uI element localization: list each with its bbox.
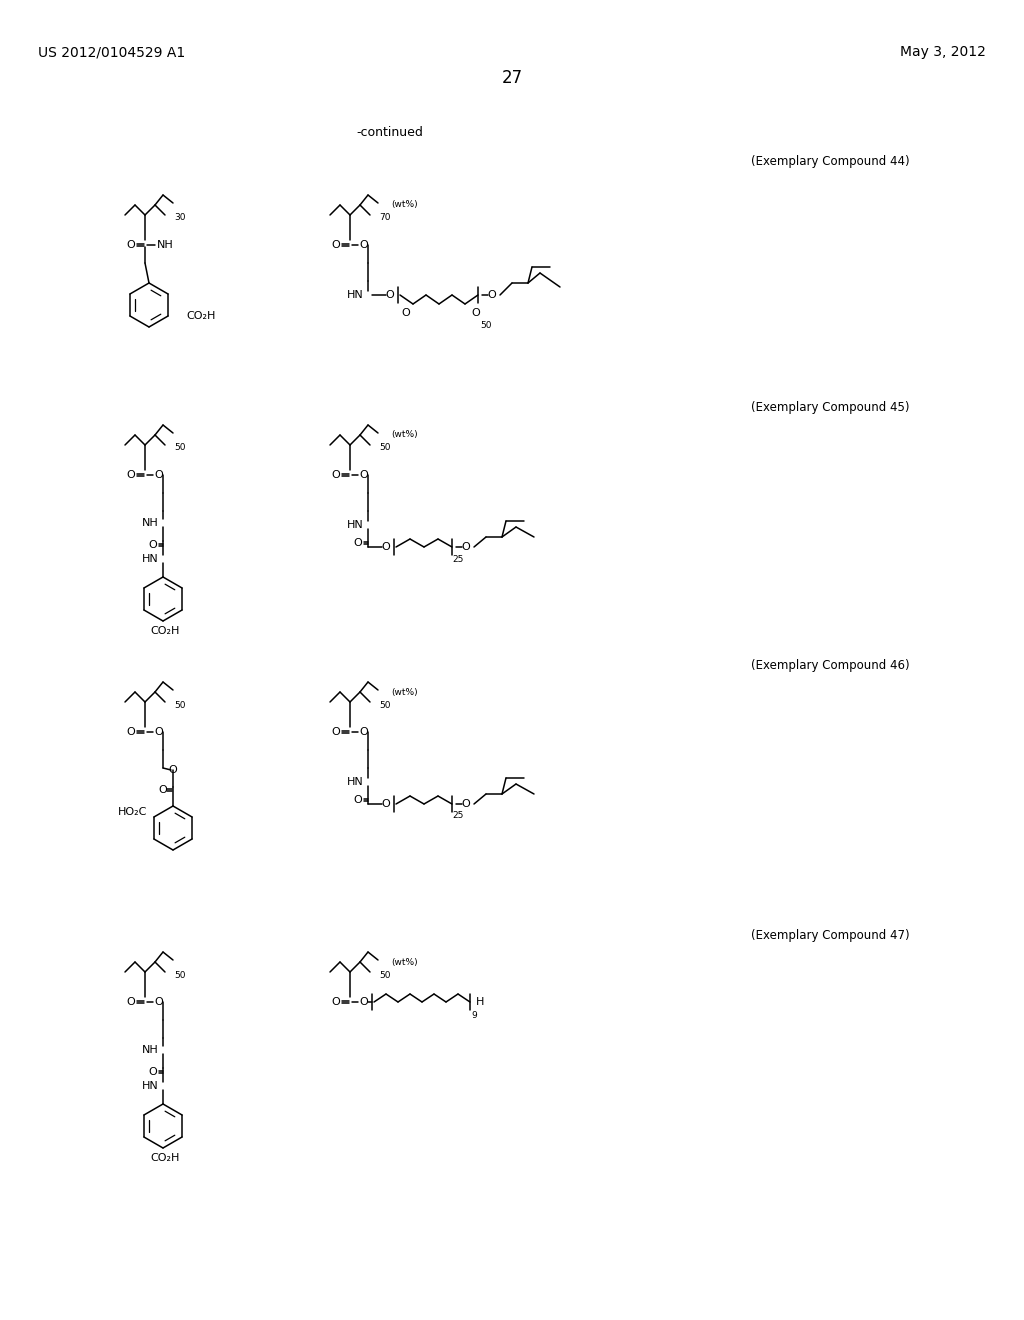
- Text: HN: HN: [347, 290, 364, 300]
- Text: O: O: [127, 240, 135, 249]
- Text: O: O: [332, 997, 340, 1007]
- Text: O: O: [353, 795, 362, 805]
- Text: 27: 27: [502, 69, 522, 87]
- Text: O: O: [127, 470, 135, 480]
- Text: 50: 50: [379, 970, 391, 979]
- Text: O: O: [472, 308, 480, 318]
- Text: -continued: -continued: [356, 125, 424, 139]
- Text: (wt%): (wt%): [392, 201, 419, 210]
- Text: (Exemplary Compound 46): (Exemplary Compound 46): [751, 659, 909, 672]
- Text: CO₂H: CO₂H: [151, 626, 179, 636]
- Text: 30: 30: [174, 214, 185, 223]
- Text: 50: 50: [174, 970, 185, 979]
- Text: 50: 50: [379, 444, 391, 453]
- Text: O: O: [155, 470, 164, 480]
- Text: (wt%): (wt%): [392, 430, 419, 440]
- Text: 50: 50: [174, 444, 185, 453]
- Text: NH: NH: [142, 517, 159, 528]
- Text: (Exemplary Compound 45): (Exemplary Compound 45): [751, 401, 909, 414]
- Text: O: O: [148, 1067, 158, 1077]
- Text: O: O: [127, 727, 135, 737]
- Text: O: O: [462, 799, 470, 809]
- Text: O: O: [359, 470, 369, 480]
- Text: O: O: [155, 727, 164, 737]
- Text: O: O: [359, 727, 369, 737]
- Text: O: O: [127, 997, 135, 1007]
- Text: O: O: [332, 470, 340, 480]
- Text: O: O: [359, 240, 369, 249]
- Text: 25: 25: [453, 554, 464, 564]
- Text: US 2012/0104529 A1: US 2012/0104529 A1: [38, 45, 185, 59]
- Text: HN: HN: [347, 777, 364, 787]
- Text: O: O: [332, 240, 340, 249]
- Text: O: O: [353, 539, 362, 548]
- Text: CO₂H: CO₂H: [186, 312, 215, 321]
- Text: HN: HN: [142, 1081, 159, 1092]
- Text: 50: 50: [174, 701, 185, 710]
- Text: (Exemplary Compound 47): (Exemplary Compound 47): [751, 928, 909, 941]
- Text: 70: 70: [379, 214, 391, 223]
- Text: May 3, 2012: May 3, 2012: [900, 45, 986, 59]
- Text: O: O: [359, 997, 369, 1007]
- Text: HN: HN: [142, 554, 159, 564]
- Text: (wt%): (wt%): [392, 957, 419, 966]
- Text: CO₂H: CO₂H: [151, 1152, 179, 1163]
- Text: (Exemplary Compound 44): (Exemplary Compound 44): [751, 156, 909, 169]
- Text: O: O: [386, 290, 394, 300]
- Text: O: O: [155, 997, 164, 1007]
- Text: O: O: [382, 799, 390, 809]
- Text: 50: 50: [480, 321, 492, 330]
- Text: O: O: [332, 727, 340, 737]
- Text: O: O: [401, 308, 411, 318]
- Text: O: O: [169, 766, 177, 775]
- Text: NH: NH: [157, 240, 173, 249]
- Text: O: O: [462, 543, 470, 552]
- Text: (wt%): (wt%): [392, 688, 419, 697]
- Text: 50: 50: [379, 701, 391, 710]
- Text: O: O: [487, 290, 497, 300]
- Text: HN: HN: [347, 520, 364, 531]
- Text: 9: 9: [471, 1011, 477, 1020]
- Text: O: O: [382, 543, 390, 552]
- Text: O: O: [159, 785, 167, 795]
- Text: H: H: [476, 997, 484, 1007]
- Text: 25: 25: [453, 812, 464, 821]
- Text: HO₂C: HO₂C: [118, 807, 147, 817]
- Text: NH: NH: [142, 1045, 159, 1055]
- Text: O: O: [148, 540, 158, 550]
